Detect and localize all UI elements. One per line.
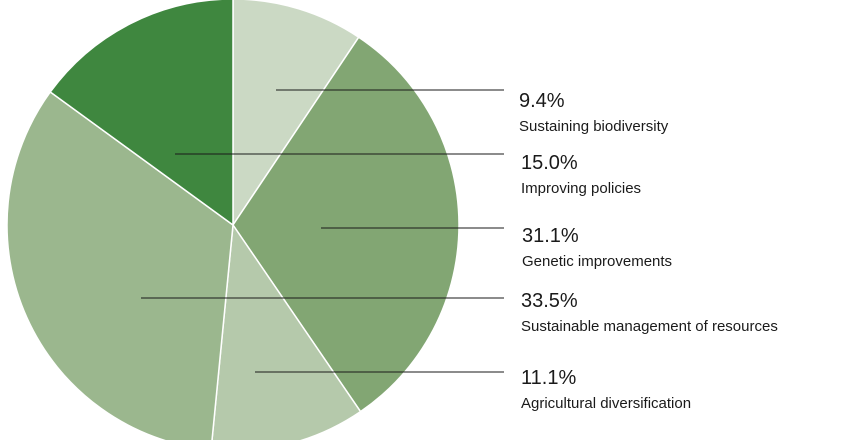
category-label-sustainable-management: Sustainable management of resources [521,318,778,335]
category-label-agricultural-diversification: Agricultural diversification [521,395,691,412]
value-label-agricultural-diversification: 11.1% [521,367,576,389]
value-label-improving-policies: 15.0% [521,152,578,174]
label-group-sustainable-management: 33.5% Sustainable management of resource… [521,290,778,335]
category-label-genetic-improvements: Genetic improvements [522,253,672,270]
label-group-agricultural-diversification: 11.1% Agricultural diversification [521,367,691,412]
value-label-sustainable-management: 33.5% [521,290,578,312]
leader-lines [141,89,504,373]
pie-slice-agricultural-diversification [211,222,362,440]
pie-slices [6,0,460,440]
category-label-sustaining-biodiversity: Sustaining biodiversity [519,118,669,135]
category-label-improving-policies: Improving policies [521,180,641,197]
label-group-sustaining-biodiversity: 9.4% Sustaining biodiversity [519,90,669,135]
label-group-improving-policies: 15.0% Improving policies [521,152,641,197]
pie-slice-sustaining-biodiversity [232,0,360,228]
pie-slice-improving-policies [49,0,234,227]
pie-slice-genetic-improvements [232,36,460,413]
pie-slice-sustainable-management-of-resources [6,90,234,440]
value-label-genetic-improvements: 31.1% [522,225,579,247]
label-group-genetic-improvements: 31.1% Genetic improvements [522,225,672,270]
value-label-sustaining-biodiversity: 9.4% [519,90,565,112]
